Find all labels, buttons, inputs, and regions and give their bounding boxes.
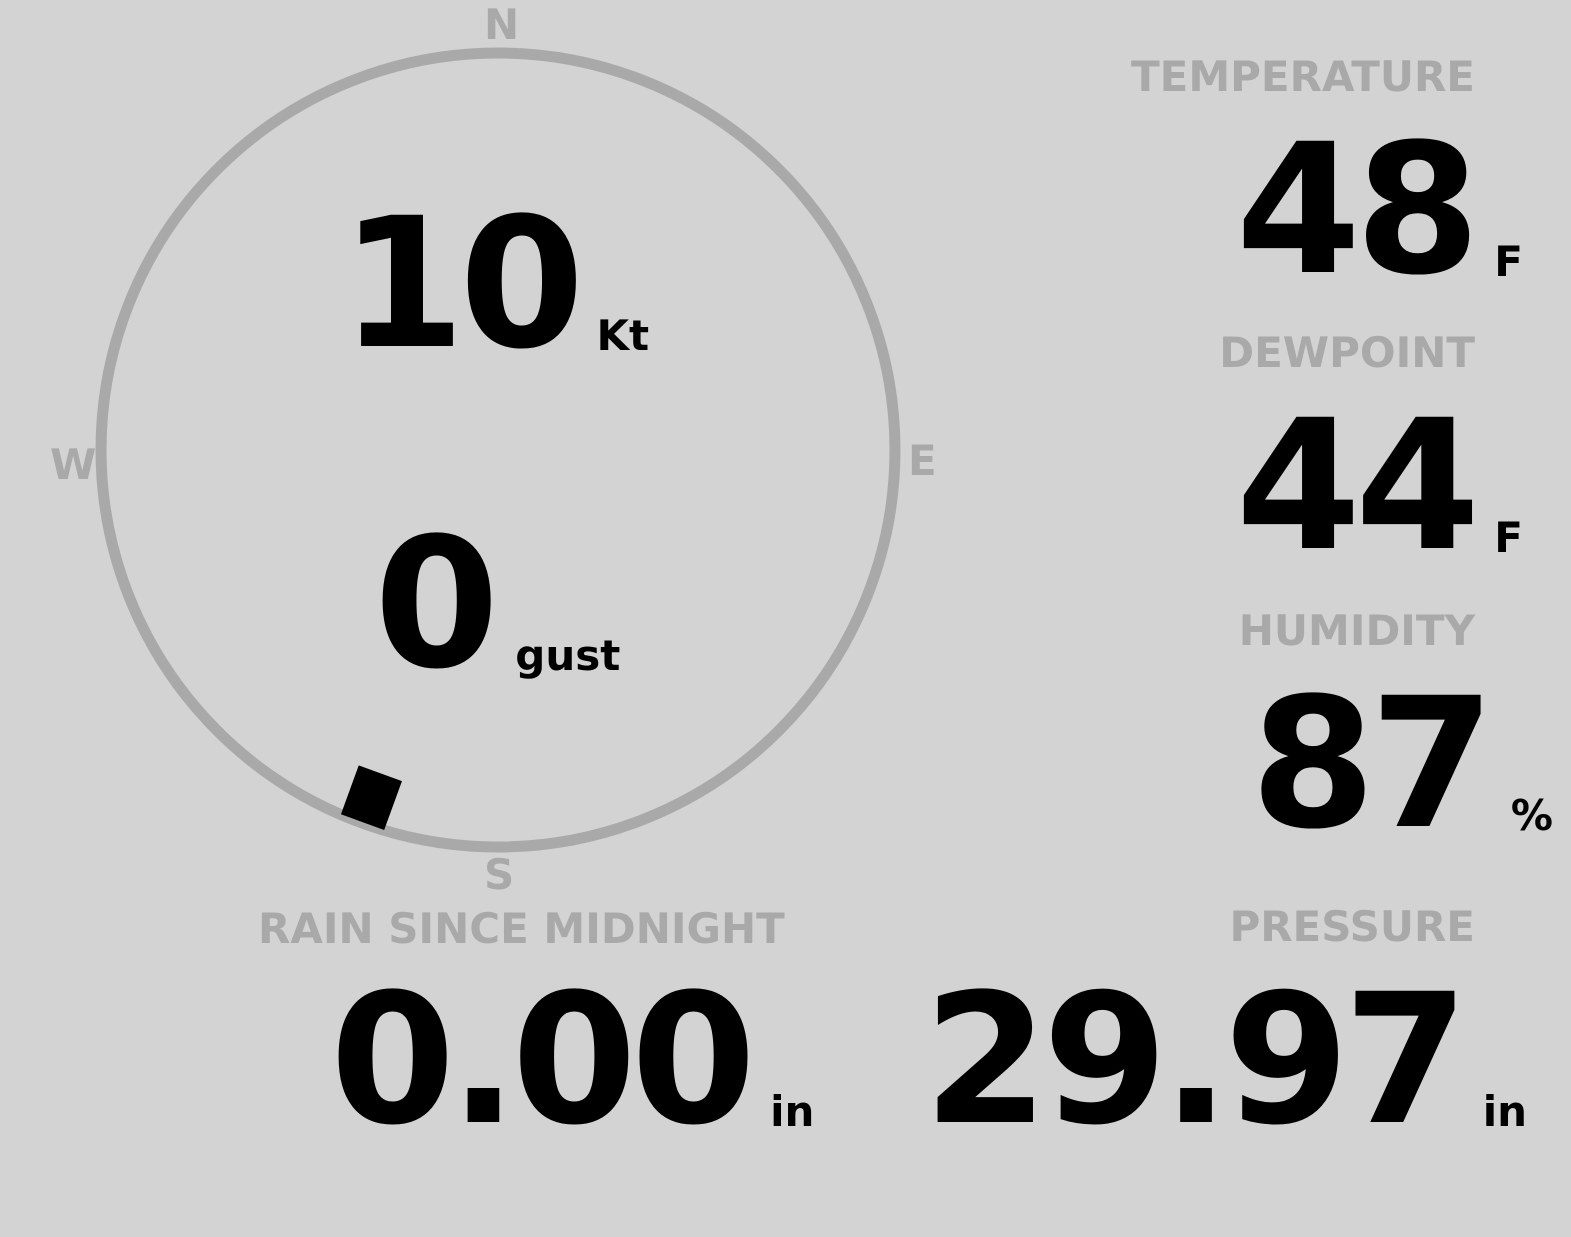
compass-north: N xyxy=(484,0,520,49)
pressure-value: 29.97 xyxy=(923,956,1468,1165)
temperature-label: TEMPERATURE xyxy=(1131,52,1475,101)
rain: 0.00 in xyxy=(330,956,814,1167)
dewpoint-label: DEWPOINT xyxy=(1219,328,1475,377)
compass-west: W xyxy=(50,440,97,489)
wind-gust: 0 gust xyxy=(374,500,620,711)
temperature: 48 F xyxy=(1236,106,1523,317)
rain-label: RAIN SINCE MIDNIGHT xyxy=(258,904,785,953)
wind-gust-unit: gust xyxy=(515,631,621,681)
temperature-value: 48 xyxy=(1235,106,1480,315)
compass-south: S xyxy=(484,850,515,899)
pressure: 29.97 in xyxy=(923,956,1527,1167)
dewpoint-unit: F xyxy=(1494,513,1523,563)
dewpoint: 44 F xyxy=(1236,382,1523,593)
temperature-unit: F xyxy=(1494,237,1523,287)
wind-speed: 10 Kt xyxy=(340,180,649,391)
compass-ring xyxy=(95,47,901,853)
pressure-label: PRESSURE xyxy=(1229,902,1475,951)
wind-gust-value: 0 xyxy=(374,500,499,709)
pressure-unit: in xyxy=(1482,1087,1527,1137)
rain-value: 0.00 xyxy=(330,956,756,1165)
humidity: 87 % xyxy=(1250,660,1553,871)
compass-east: E xyxy=(908,436,937,485)
humidity-label: HUMIDITY xyxy=(1238,606,1475,655)
wind-direction-marker xyxy=(340,765,402,830)
dewpoint-value: 44 xyxy=(1235,382,1480,591)
humidity-value: 87 xyxy=(1250,660,1494,869)
rain-unit: in xyxy=(770,1087,815,1137)
humidity-unit: % xyxy=(1510,791,1553,841)
wind-speed-value: 10 xyxy=(340,180,584,389)
wind-compass xyxy=(95,47,901,853)
wind-speed-unit: Kt xyxy=(596,311,650,361)
